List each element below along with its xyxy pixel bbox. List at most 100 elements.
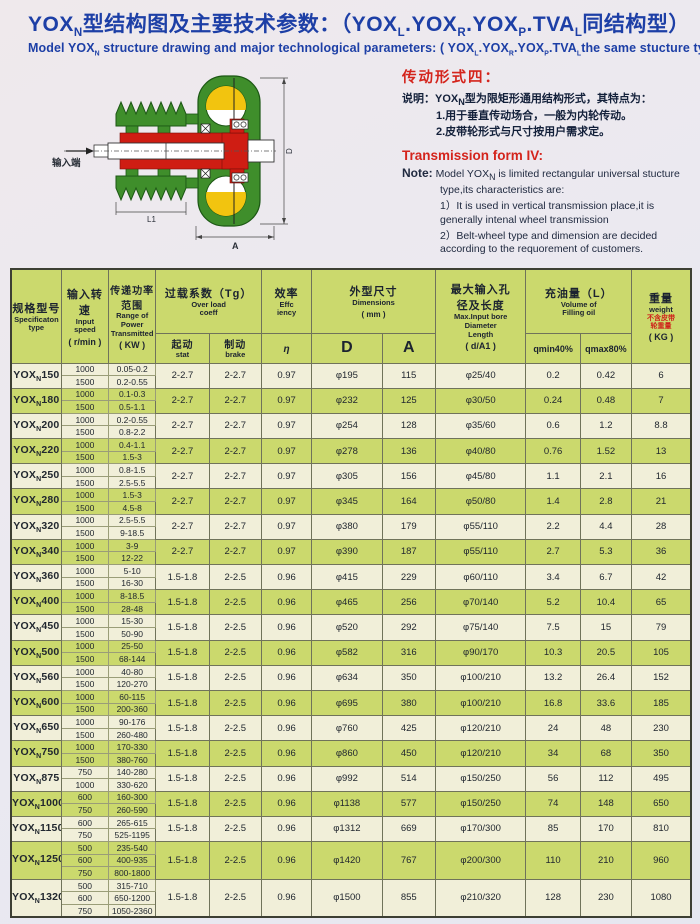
dim-a-cell: 156 xyxy=(381,463,436,490)
qmin-cell: 2.7 xyxy=(525,538,581,566)
efficiency-cell: 0.96 xyxy=(260,790,313,817)
speed-cell: 500 xyxy=(60,841,110,855)
bore-cell: φ100/210 xyxy=(434,689,527,717)
qmax-cell: 112 xyxy=(579,765,633,792)
dim-a-cell: 128 xyxy=(381,412,436,440)
weight-cell: 36 xyxy=(631,538,692,566)
spec-table: 规格型号 Specificaton type 输入转速 Input speed … xyxy=(10,268,692,919)
dim-d-arrow-top xyxy=(282,78,286,84)
power-cell: 0.8-1.5 xyxy=(108,463,157,477)
qmax-cell: 6.7 xyxy=(579,563,633,591)
power-cell: 4.5-8 xyxy=(108,501,157,515)
power-cell: 380-760 xyxy=(108,752,157,767)
input-end-label: 输入端 xyxy=(52,157,81,169)
qmin-cell: 5.2 xyxy=(525,589,581,616)
qmin-cell: 2.2 xyxy=(525,513,581,540)
efficiency-cell: 0.96 xyxy=(260,841,313,880)
efficiency-cell: 0.97 xyxy=(260,463,313,490)
power-cell: 260-480 xyxy=(108,727,157,742)
dim-a-cell: 350 xyxy=(381,664,436,691)
table-row: YOXN750 1000 170-330 1.5-1.8 2-2.5 0.96 φ860 45… xyxy=(10,740,692,767)
table-row: 750 260-590 xyxy=(11,803,691,817)
qmin-cell: 24 xyxy=(525,715,581,742)
speed-cell: 1000 xyxy=(60,589,110,603)
dim-a-arrow-right xyxy=(268,235,274,239)
speed-cell: 1000 xyxy=(60,740,110,754)
power-cell: 140-280 xyxy=(108,765,157,780)
model-cell: YOXN500 xyxy=(10,639,62,666)
weight-cell: 152 xyxy=(631,664,692,691)
efficiency-cell: 0.96 xyxy=(260,664,313,691)
tg-brake-cell: 2-2.5 xyxy=(208,765,262,792)
dim-a-cell: 115 xyxy=(381,362,436,389)
speed-cell: 1500 xyxy=(60,702,110,717)
table-row: 1000 330-620 xyxy=(11,778,691,792)
table-row: YOXN600 1000 60-115 1.5-1.8 2-2.5 0.96 φ695 380… xyxy=(10,689,692,717)
tg-start-cell: 1.5-1.8 xyxy=(155,815,210,843)
qmax-cell: 170 xyxy=(579,815,633,843)
tg-start-cell: 1.5-1.8 xyxy=(155,841,210,880)
tg-start-cell: 1.5-1.8 xyxy=(155,790,210,817)
dim-d-cell: φ860 xyxy=(311,740,383,767)
dim-a-cell: 229 xyxy=(381,563,436,591)
dim-a-cell: 164 xyxy=(381,488,436,515)
qmax-cell: 2.1 xyxy=(579,463,633,490)
power-cell: 525-1195 xyxy=(108,828,157,843)
bore-cell: φ210/320 xyxy=(434,878,527,918)
weight-cell: 7 xyxy=(631,387,692,414)
col-header-dimensions: 外型尺寸 Dimensions ( mm ) xyxy=(311,268,436,334)
qmin-cell: 0.24 xyxy=(525,387,581,414)
speed-cell: 1000 xyxy=(60,387,110,402)
pulley-top xyxy=(115,100,187,127)
qmax-cell: 230 xyxy=(579,878,633,918)
tg-start-cell: 1.5-1.8 xyxy=(155,589,210,616)
speed-cell: 1500 xyxy=(60,526,110,540)
dim-d-cell: φ278 xyxy=(311,438,383,465)
power-cell: 200-360 xyxy=(108,702,157,717)
table-row: YOXN560 1000 40-80 1.5-1.8 2-2.5 0.96 φ634 350 φ… xyxy=(10,664,692,691)
col-header-oil: 充油量（L） Volume of Filling oil xyxy=(525,268,633,334)
weight-cell: 960 xyxy=(631,841,692,880)
qmin-cell: 0.76 xyxy=(525,438,581,465)
weight-cell: 185 xyxy=(631,689,692,717)
bore-cell: φ40/80 xyxy=(434,438,527,465)
speed-cell: 1500 xyxy=(60,475,110,490)
table-row: 1500 16-30 xyxy=(11,576,691,591)
subcol-header-a: A xyxy=(381,332,436,364)
speed-cell: 600 xyxy=(60,853,110,868)
power-cell: 16-30 xyxy=(108,576,157,591)
subcol-header-d: D xyxy=(311,332,383,364)
speed-cell: 750 xyxy=(60,866,110,880)
bearing-right-bottom xyxy=(231,172,249,183)
power-cell: 0.4-1.1 xyxy=(108,438,157,452)
speed-cell: 1500 xyxy=(60,727,110,742)
pulley-flange-bottom xyxy=(185,177,199,189)
note-line2: 1）It is used in vertical transmission pl… xyxy=(440,200,655,226)
dim-d-cell: φ1138 xyxy=(311,790,383,817)
power-cell: 3-9 xyxy=(108,538,157,553)
speed-cell: 600 xyxy=(60,891,110,906)
speed-cell: 750 xyxy=(60,803,110,817)
power-cell: 0.2-0.55 xyxy=(108,412,157,427)
table-row: 1500 12-22 xyxy=(11,551,691,565)
shuoming-line3: 2.皮带轮形式与尺寸按用户需求定。 xyxy=(436,126,611,139)
bore-cell: φ45/80 xyxy=(434,463,527,490)
speed-cell: 1500 xyxy=(60,501,110,515)
qmin-cell: 34 xyxy=(525,740,581,767)
qmin-cell: 7.5 xyxy=(525,614,581,641)
model-cell: YOXN340 xyxy=(10,538,62,566)
efficiency-cell: 0.96 xyxy=(260,589,313,616)
dim-a-cell: 450 xyxy=(381,740,436,767)
speed-cell: 1000 xyxy=(60,538,110,553)
table-row: YOXN280 1000 1.5-3 2-2.7 2-2.7 0.97 φ345 164 φ50… xyxy=(10,488,692,515)
speed-cell: 1000 xyxy=(60,778,110,792)
dim-a-cell: 125 xyxy=(381,387,436,414)
tg-brake-cell: 2-2.7 xyxy=(208,513,262,540)
weight-cell: 79 xyxy=(631,614,692,641)
dim-d-label: D xyxy=(285,148,294,154)
dim-l1-label: L1 xyxy=(147,215,156,224)
efficiency-cell: 0.96 xyxy=(260,689,313,717)
model-cell: YOXN560 xyxy=(10,664,62,691)
model-cell: YOXN360 xyxy=(10,563,62,591)
bore-cell: φ120/210 xyxy=(434,715,527,742)
